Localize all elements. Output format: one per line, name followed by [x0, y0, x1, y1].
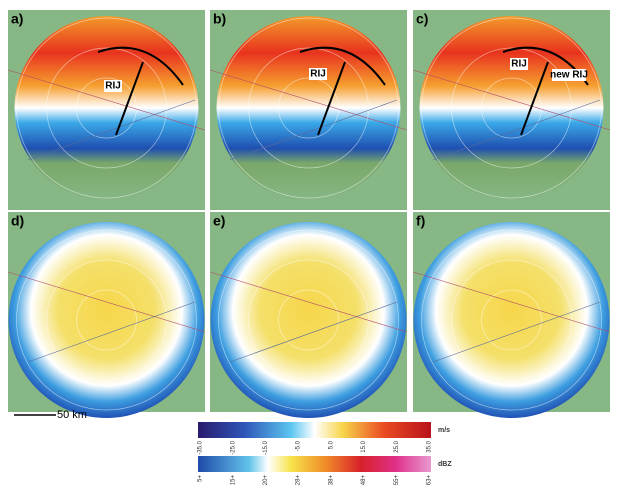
colorbar-tick: 63+	[427, 475, 433, 486]
colorbar-tick: 5.0	[328, 440, 334, 449]
panel-label: d)	[11, 213, 24, 229]
panel: b) RIJ	[210, 10, 407, 210]
panel-label: b)	[213, 11, 226, 27]
scale-label: 50 km	[57, 409, 87, 421]
figure: a) RIJ b) RIJ c) RIJ new RIJ d) e) f) 50 km -35.0…	[0, 0, 617, 489]
colorbar-unit: dBZ	[438, 461, 452, 468]
reflectivity-colorbar	[198, 456, 431, 472]
colorbar-tick: 35.0	[427, 440, 433, 452]
radar-image	[211, 222, 407, 418]
radar-image	[9, 222, 205, 418]
radar-image	[217, 16, 401, 200]
colorbar-tick: 28+	[296, 475, 302, 486]
annotation: new RIJ	[550, 70, 588, 81]
panel: e)	[210, 212, 407, 418]
panel-label: f)	[416, 213, 425, 229]
colorbar-tick: 25.0	[394, 440, 400, 452]
colorbar-tick: 48+	[361, 475, 367, 486]
colorbar-tick: 15.0	[361, 440, 367, 452]
colorbar-tick: 15+	[230, 475, 236, 486]
annotation: RIJ	[511, 59, 527, 70]
annotation: RIJ	[105, 81, 121, 92]
radar-image	[15, 16, 199, 200]
colorbar-unit: m/s	[438, 427, 450, 434]
annotation: RIJ	[310, 69, 326, 80]
colorbar-tick: 5+	[198, 475, 204, 482]
colorbar-tick: -5.0	[296, 440, 302, 451]
radar-image	[420, 16, 604, 200]
panel: d)	[8, 212, 205, 418]
velocity-colorbar	[198, 422, 431, 438]
panel-label: e)	[213, 213, 225, 229]
panel: c) RIJ new RIJ	[413, 10, 610, 210]
radar-image	[414, 222, 610, 418]
colorbar-tick: 55+	[394, 475, 400, 486]
panel-label: c)	[416, 11, 428, 27]
colorbar-tick: -15.0	[263, 440, 269, 454]
panel: a) RIJ	[8, 10, 205, 210]
colorbar-tick: -25.0	[230, 440, 236, 454]
panel: f)	[413, 212, 610, 418]
panel-label: a)	[11, 11, 23, 27]
colorbar-tick: 20+	[263, 475, 269, 486]
panels: a) RIJ b) RIJ c) RIJ new RIJ d) e) f)	[8, 10, 610, 418]
colorbar-tick: 38+	[328, 475, 334, 486]
colorbar-tick: -35.0	[198, 440, 204, 454]
